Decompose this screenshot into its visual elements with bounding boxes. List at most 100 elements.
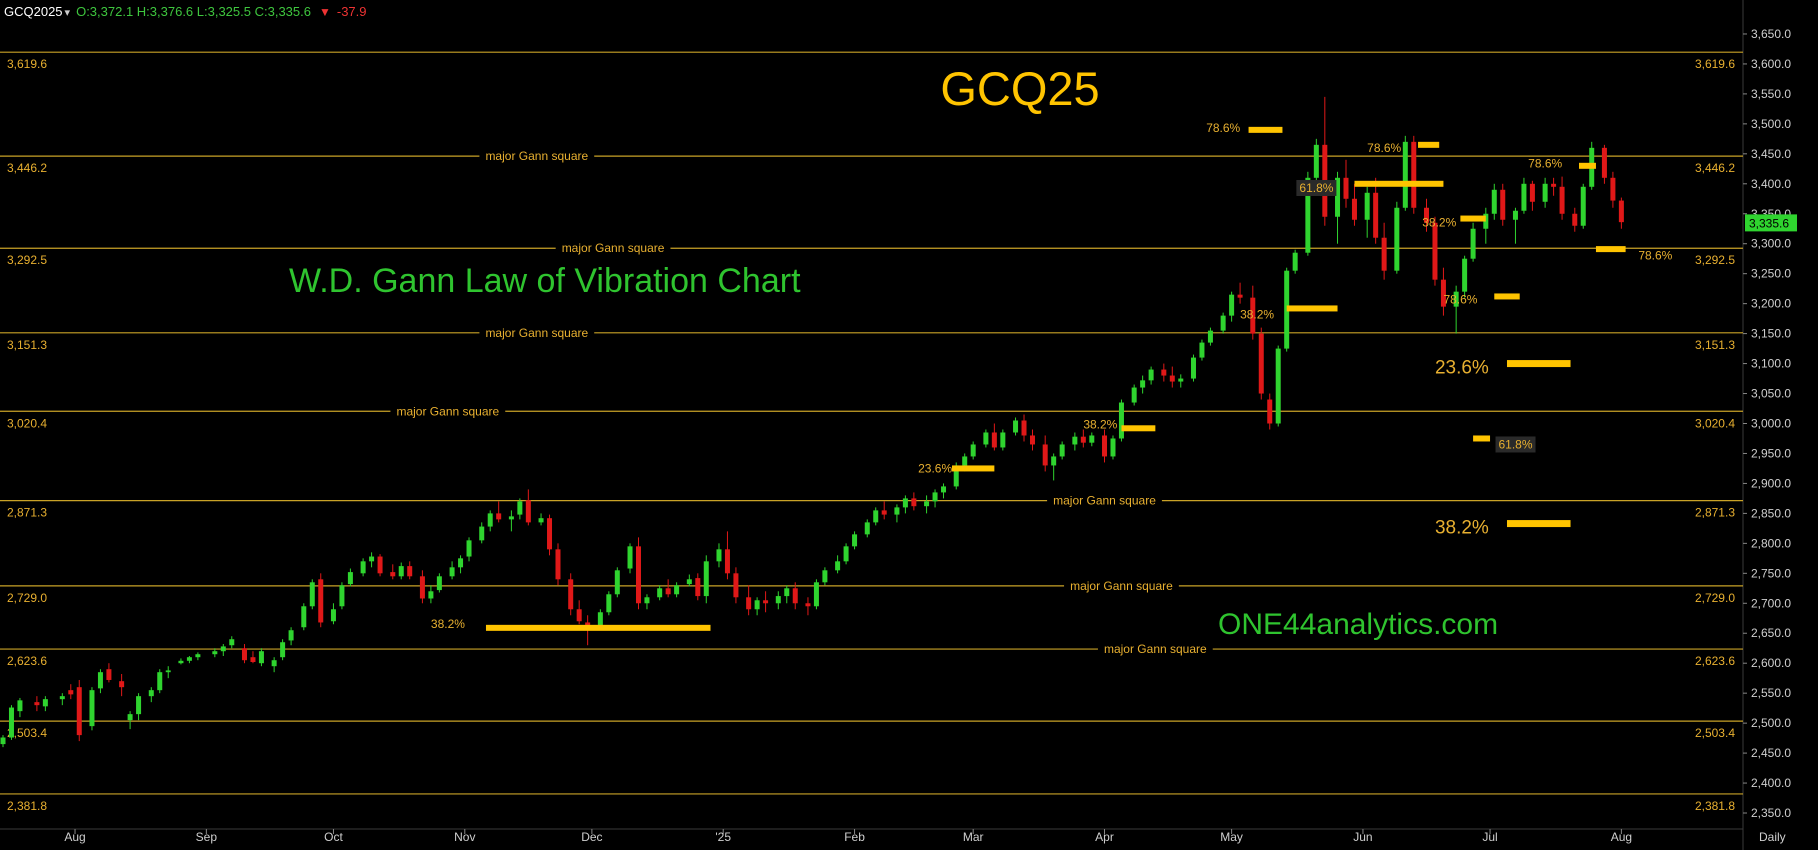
candle-body [136,696,142,715]
candle-body [1580,186,1586,226]
fib-marker-label: 78.6% [1206,121,1240,135]
candle-body [1423,207,1429,223]
candle-body [1080,436,1086,443]
candle-body [97,672,103,689]
candle-body [157,672,163,691]
symbol-selector[interactable]: GCQ2025 [4,4,63,19]
candle-body [1305,177,1311,253]
candle-body [644,597,650,604]
chart-title: GCQ25 [940,62,1099,115]
candle-body [576,609,582,622]
candle-body [1610,177,1616,201]
candle-body [1313,144,1319,178]
candle-body [241,648,247,661]
candle-body [1335,177,1341,217]
candle-body [864,522,870,535]
candle-body [538,518,544,523]
y-tick-label: 2,700.0 [1751,596,1791,610]
candle-body [106,669,112,680]
candle-body [466,540,472,557]
candle-body [932,492,938,502]
gann-level-label-right: 2,623.6 [1695,654,1735,668]
y-tick-label: 3,550.0 [1751,87,1791,101]
x-tick-label: Jul [1482,830,1497,844]
candle-body [508,516,514,520]
candle-body [309,582,315,607]
y-tick-label: 3,400.0 [1751,177,1791,191]
candle-body [1042,444,1048,466]
fib-marker-bar [1506,360,1571,368]
gann-level-label-right: 2,729.0 [1695,591,1735,605]
candle-body [119,681,125,688]
candle-body [703,561,709,597]
down-arrow-icon: ▼ [318,5,331,19]
ohlc-readout: O:3,372.1 H:3,376.6 L:3,325.5 C:3,335.6 [76,4,311,19]
x-tick-label: Aug [1611,830,1632,844]
y-tick-label: 2,600.0 [1751,656,1791,670]
candle-body [1453,291,1459,307]
candle-body [962,456,968,466]
candle-body [1118,402,1124,439]
y-tick-label: 3,100.0 [1751,357,1791,371]
gann-level-text: major Gann square [485,149,588,163]
candle-body [1102,435,1108,457]
fib-marker-label: 78.6% [1367,141,1401,155]
gann-text-bg [555,242,671,255]
y-tick-label: 3,000.0 [1751,416,1791,430]
candle-body [1013,420,1019,433]
candle-body [606,594,612,613]
candle-body [924,501,930,507]
x-tick-label: Oct [324,830,343,844]
x-tick-label: Aug [64,830,85,844]
gann-text-bg [390,405,506,418]
chevron-down-icon[interactable]: ▾ [64,7,71,19]
fib-marker-label: 38.2% [1083,418,1117,432]
y-tick-label: 2,900.0 [1751,476,1791,490]
candle-body [271,660,277,667]
fib-label-bg [1495,436,1536,453]
candle-body [280,642,286,658]
gann-level-text: major Gann square [1104,642,1207,656]
candle-body [835,561,841,571]
gann-level-label-right: 3,151.3 [1695,338,1735,352]
candle-body [1618,200,1624,223]
y-tick-label: 2,400.0 [1751,776,1791,790]
candle-body [991,432,997,448]
gann-level-label-left: 2,729.0 [7,591,47,605]
candle-body [339,585,345,607]
candle-body [1411,141,1417,208]
candle-body [627,546,633,569]
x-tick-label: Dec [581,830,602,844]
candle-body [148,690,154,697]
candle-body [822,570,828,583]
candle-body [1343,177,1349,199]
candle-body [229,639,235,646]
y-tick-label: 3,050.0 [1751,387,1791,401]
candle-body [724,549,730,574]
candle-body [695,578,701,597]
price-change: -37.9 [336,4,367,19]
candle-body [17,700,23,712]
candle-body [89,690,95,727]
x-tick-label: Nov [454,830,475,844]
candle-body [1572,213,1578,226]
candle-body [902,498,908,508]
candle-body [186,657,192,661]
candle-body [1292,252,1298,271]
gann-level-label-right: 3,446.2 [1695,161,1735,175]
gann-level-text: major Gann square [396,404,499,418]
fib-marker-label: 38.2% [431,617,465,631]
candle-body [42,699,48,707]
candle-body [1237,294,1243,298]
candle-body [1491,189,1497,214]
candle-body [1267,399,1273,424]
candle-body [1275,348,1281,424]
candle-body [1394,207,1400,271]
candle-body [1500,189,1506,220]
gann-text-bg [1064,579,1179,592]
y-tick-label: 2,850.0 [1751,506,1791,520]
title-bg [935,60,1105,120]
chart-subtitle: W.D. Gann Law of Vibration Chart [289,262,801,300]
last-price-tag [1745,214,1797,232]
